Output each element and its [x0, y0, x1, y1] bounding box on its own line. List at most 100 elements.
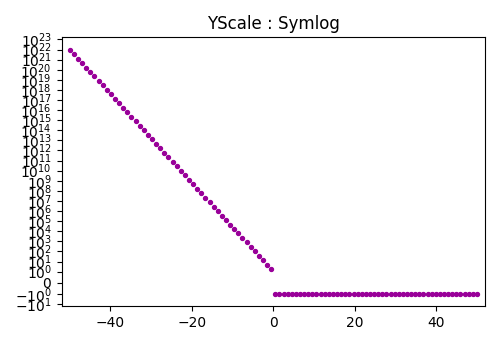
Point [70, 51, 78, 57]
Point [218, 213, 226, 218]
Point [94, 78, 102, 84]
Point [316, 291, 324, 297]
Point [189, 181, 197, 187]
Point [432, 291, 440, 297]
Point [259, 258, 267, 263]
Point [296, 291, 304, 297]
Point [172, 164, 180, 169]
Point [300, 291, 308, 297]
Point [308, 291, 316, 297]
Point [333, 291, 341, 297]
Point [115, 101, 123, 106]
Point [222, 217, 230, 223]
Point [448, 291, 456, 297]
Point [456, 291, 464, 297]
Point [202, 195, 209, 200]
Point [342, 291, 349, 297]
Point [119, 105, 127, 111]
Point [304, 291, 312, 297]
Point [156, 146, 164, 151]
Point [407, 291, 415, 297]
Point [390, 291, 398, 297]
Point [251, 249, 259, 254]
Point [140, 128, 148, 133]
Point [255, 253, 263, 259]
Point [292, 291, 300, 297]
Point [107, 92, 115, 97]
Point [416, 291, 424, 297]
Point [177, 168, 185, 174]
Point [320, 291, 328, 297]
Point [82, 65, 90, 70]
Point [284, 291, 292, 297]
Point [370, 291, 378, 297]
Point [111, 96, 119, 102]
Point [468, 291, 476, 297]
Title: YScale : Symlog: YScale : Symlog [207, 15, 340, 33]
Point [164, 155, 172, 160]
Point [144, 132, 152, 138]
Point [242, 240, 250, 245]
Point [74, 56, 82, 61]
Point [403, 291, 411, 297]
Point [350, 291, 358, 297]
Point [276, 291, 283, 297]
Point [230, 226, 238, 232]
Point [168, 159, 176, 165]
Point [420, 291, 428, 297]
Point [460, 291, 468, 297]
Point [148, 137, 156, 142]
Point [194, 186, 202, 191]
Point [198, 190, 205, 196]
Point [136, 123, 143, 129]
Point [214, 208, 222, 214]
Point [358, 291, 366, 297]
Point [103, 87, 111, 93]
Point [90, 74, 98, 79]
Point [444, 291, 452, 297]
Point [238, 235, 246, 241]
Point [268, 267, 276, 272]
Point [325, 291, 333, 297]
Point [399, 291, 407, 297]
Point [374, 291, 382, 297]
Point [272, 291, 280, 297]
Point [394, 291, 402, 297]
Point [337, 291, 345, 297]
Point [428, 291, 436, 297]
Point [160, 150, 168, 156]
Point [210, 204, 218, 209]
Point [124, 110, 132, 115]
Point [366, 291, 374, 297]
Point [464, 291, 472, 297]
Point [86, 69, 94, 75]
Point [246, 244, 254, 250]
Point [411, 291, 419, 297]
Point [132, 119, 140, 124]
Point [436, 291, 444, 297]
Point [329, 291, 337, 297]
Point [288, 291, 296, 297]
Point [378, 291, 386, 297]
Point [362, 291, 370, 297]
Point [185, 177, 193, 183]
Point [280, 291, 287, 297]
Point [66, 47, 74, 52]
Point [312, 291, 320, 297]
Point [234, 231, 242, 236]
Point [386, 291, 394, 297]
Point [128, 114, 136, 120]
Point [440, 291, 448, 297]
Point [152, 141, 160, 147]
Point [226, 222, 234, 227]
Point [181, 172, 189, 178]
Point [78, 60, 86, 66]
Point [452, 291, 460, 297]
Point [98, 83, 106, 88]
Point [206, 199, 214, 205]
Point [346, 291, 354, 297]
Point [424, 291, 432, 297]
Point [263, 262, 271, 268]
Point [473, 291, 481, 297]
Point [354, 291, 362, 297]
